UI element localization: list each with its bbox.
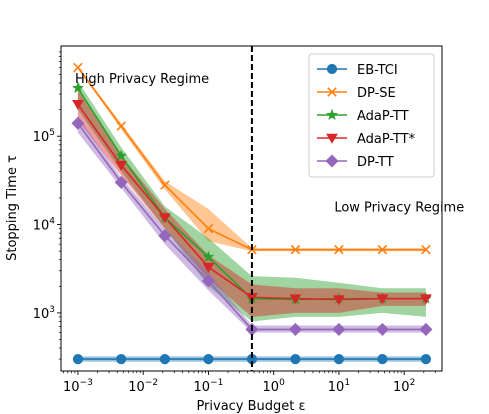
x-tick-label: 101 — [328, 378, 350, 395]
x-tick-label: 100 — [263, 378, 286, 395]
legend-label-dp-se: DP-SE — [357, 86, 396, 101]
adap-tt-star-point — [202, 262, 215, 273]
eb-tci-point — [116, 354, 127, 365]
dp-se-point — [377, 244, 388, 255]
dp-se-point — [290, 244, 301, 255]
regime-annotation: High Privacy Regime — [75, 72, 209, 87]
y-tick-label: 103 — [33, 305, 55, 322]
adap-tt-star-point — [376, 294, 389, 305]
dp-tt-point — [419, 322, 433, 336]
adap-tt-band — [77, 81, 426, 322]
adap-tt-point — [71, 81, 84, 94]
dp-se-point — [203, 223, 214, 234]
eb-tci-point — [290, 354, 301, 365]
legend-marker-dp-tt — [325, 154, 339, 168]
plot-frame — [60, 45, 443, 372]
eb-tci-point — [333, 354, 345, 365]
adap-tt-star-point — [420, 294, 432, 305]
eb-tci-point — [72, 354, 84, 365]
dp-se-point — [160, 180, 170, 190]
legend-label-dp-tt: DP-TT — [357, 155, 394, 170]
adap-tt-star-point — [289, 294, 302, 305]
eb-tci-point — [203, 354, 214, 365]
dp-tt-point — [332, 322, 346, 336]
dp-se-point — [73, 62, 83, 73]
adap-tt-star-point — [72, 100, 84, 110]
x-axis-label: Privacy Budget ε — [196, 399, 305, 414]
adap-tt-point — [202, 250, 215, 263]
dp-tt-point — [114, 175, 128, 189]
dp-tt-point — [201, 274, 215, 288]
x-tick-label: 10−1 — [194, 378, 224, 395]
y-tick-label: 105 — [33, 128, 55, 145]
y-axis-ticks: 103 104 105 — [33, 51, 61, 360]
regime-annotations: High Privacy Regime Low Privacy Regime — [75, 72, 464, 216]
legend-label-adap-tt-star: AdaP-TT* — [357, 132, 416, 147]
eb-tci-point — [159, 354, 170, 365]
legend-marker-adap-tt-star — [326, 133, 338, 144]
dp-tt-point — [288, 322, 302, 336]
dp-se-point — [116, 121, 126, 131]
x-axis-ticks: 10−3 10−2 10−1 100 101 102 — [63, 371, 436, 395]
dp-tt-point — [71, 116, 85, 130]
dp-tt-point — [375, 322, 389, 336]
legend-label-eb-tci: EB-TCI — [357, 63, 398, 78]
adap-tt-star-point — [159, 213, 171, 224]
eb-tci-point — [377, 354, 388, 365]
legend: EB-TCI DP-SE AdaP-TT AdaP-TT* DP-TT — [308, 53, 435, 178]
eb-tci-point — [420, 354, 432, 365]
adap-tt-point — [115, 149, 128, 161]
x-tick-label: 10−3 — [63, 378, 93, 395]
legend-marker-adap-tt — [325, 108, 339, 121]
adap-tt-star-point — [333, 295, 345, 306]
dp-tt-point — [158, 229, 172, 243]
legend-marker-dp-se — [327, 87, 337, 97]
x-tick-label: 10−2 — [128, 378, 158, 395]
x-tick-label: 102 — [393, 378, 415, 395]
y-tick-label: 104 — [33, 217, 56, 234]
legend-box — [308, 53, 435, 178]
adap-tt-star-band — [77, 90, 426, 317]
legend-marker-eb-tci — [326, 63, 338, 75]
adap-tt-star-point — [115, 160, 128, 171]
legend-label-adap-tt: AdaP-TT — [357, 109, 409, 124]
regime-annotation: Low Privacy Regime — [334, 201, 464, 216]
y-axis-label: Stopping Time τ — [5, 155, 20, 261]
dp-se-point — [421, 244, 431, 255]
dp-se-band — [77, 66, 426, 252]
dp-se-point — [334, 244, 344, 255]
